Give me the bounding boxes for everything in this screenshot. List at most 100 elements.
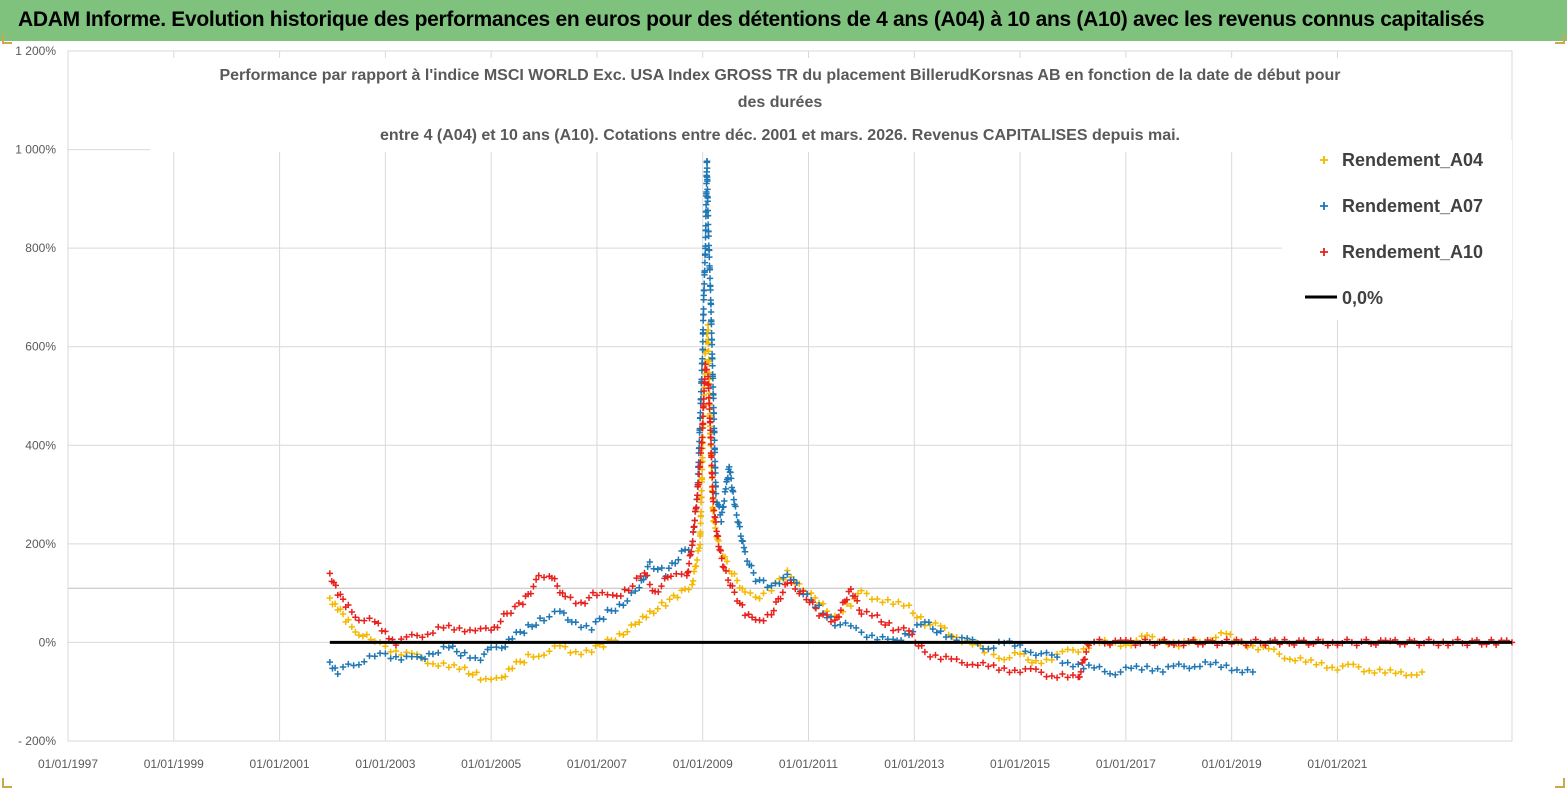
data-point — [624, 628, 631, 635]
data-point — [925, 619, 933, 626]
data-point — [937, 656, 944, 663]
data-point — [741, 588, 749, 596]
data-point — [1081, 656, 1089, 663]
data-point — [1006, 669, 1013, 676]
data-point — [1249, 668, 1257, 676]
data-point — [699, 454, 706, 461]
data-point — [331, 664, 339, 672]
data-point — [842, 619, 849, 627]
data-point — [1048, 651, 1056, 659]
data-point — [477, 676, 484, 684]
data-point — [1001, 664, 1008, 672]
data-point — [361, 617, 368, 624]
data-point — [963, 635, 971, 642]
data-point — [697, 409, 704, 416]
data-point — [528, 623, 536, 630]
data-point — [723, 558, 731, 565]
data-point — [809, 598, 816, 606]
data-point — [1076, 673, 1083, 681]
data-point — [777, 595, 784, 602]
data-point — [847, 622, 855, 630]
data-point — [688, 548, 695, 555]
data-point — [453, 648, 460, 655]
data-point — [644, 563, 651, 570]
data-point — [1032, 657, 1040, 664]
data-point — [1079, 659, 1086, 667]
data-point — [764, 584, 771, 591]
data-point — [697, 520, 704, 527]
data-point — [698, 493, 705, 501]
data-point — [1011, 667, 1018, 674]
series-rendement-a10 — [326, 361, 1516, 681]
data-point — [709, 355, 716, 362]
data-point — [921, 648, 929, 656]
data-point — [702, 234, 709, 241]
x-tick-label: 01/01/2009 — [673, 757, 733, 771]
data-point — [419, 634, 426, 641]
data-point — [577, 651, 585, 658]
data-point — [700, 311, 707, 318]
data-point — [1196, 663, 1204, 670]
data-point — [711, 449, 719, 456]
y-tick-label: - 200% — [18, 734, 56, 748]
data-point — [658, 582, 665, 590]
data-point — [1028, 659, 1036, 666]
data-point — [371, 653, 378, 660]
data-point — [705, 348, 712, 355]
data-point — [837, 607, 845, 614]
data-point — [1143, 632, 1151, 639]
data-point — [609, 591, 617, 599]
data-point — [502, 673, 509, 680]
legend-swatch — [1320, 202, 1328, 210]
data-point — [345, 601, 352, 609]
data-point — [700, 387, 708, 395]
data-point — [646, 608, 654, 615]
data-point — [852, 624, 860, 632]
data-point — [484, 646, 491, 653]
data-point — [1254, 646, 1262, 654]
data-point — [1016, 669, 1024, 676]
data-point — [1149, 667, 1156, 675]
data-point — [704, 197, 711, 205]
data-point — [536, 614, 544, 622]
x-tick-label: 01/01/2021 — [1307, 757, 1367, 771]
data-point — [698, 474, 706, 482]
x-tick-label: 01/01/1997 — [38, 757, 98, 771]
data-point — [702, 201, 710, 208]
data-point — [990, 644, 997, 652]
grid — [67, 50, 1513, 742]
data-point — [720, 564, 728, 571]
data-point — [932, 651, 939, 659]
data-point — [632, 621, 639, 628]
data-point — [450, 626, 458, 634]
data-point — [1038, 669, 1045, 676]
data-point — [546, 648, 553, 655]
data-point — [1175, 660, 1182, 668]
data-point — [700, 305, 707, 313]
data-point — [1064, 674, 1071, 681]
data-point — [707, 419, 714, 426]
data-point — [556, 608, 564, 615]
data-point — [1154, 665, 1161, 672]
y-tick-label: 200% — [25, 537, 56, 551]
data-point — [461, 628, 468, 635]
data-point — [633, 574, 640, 582]
data-point — [729, 488, 737, 495]
data-point — [733, 577, 741, 584]
data-point — [1355, 663, 1362, 671]
data-point — [706, 266, 714, 273]
data-point — [743, 557, 751, 565]
data-point — [363, 631, 371, 638]
data-point — [858, 610, 865, 618]
data-point — [737, 532, 745, 540]
data-point — [707, 440, 715, 448]
data-point — [735, 519, 742, 526]
data-point — [612, 607, 619, 615]
data-point — [1334, 666, 1341, 674]
data-point — [1032, 665, 1040, 673]
data-point — [889, 600, 897, 608]
data-point — [1117, 643, 1124, 650]
data-point — [350, 662, 357, 669]
data-point — [697, 528, 704, 536]
data-point — [941, 624, 948, 632]
